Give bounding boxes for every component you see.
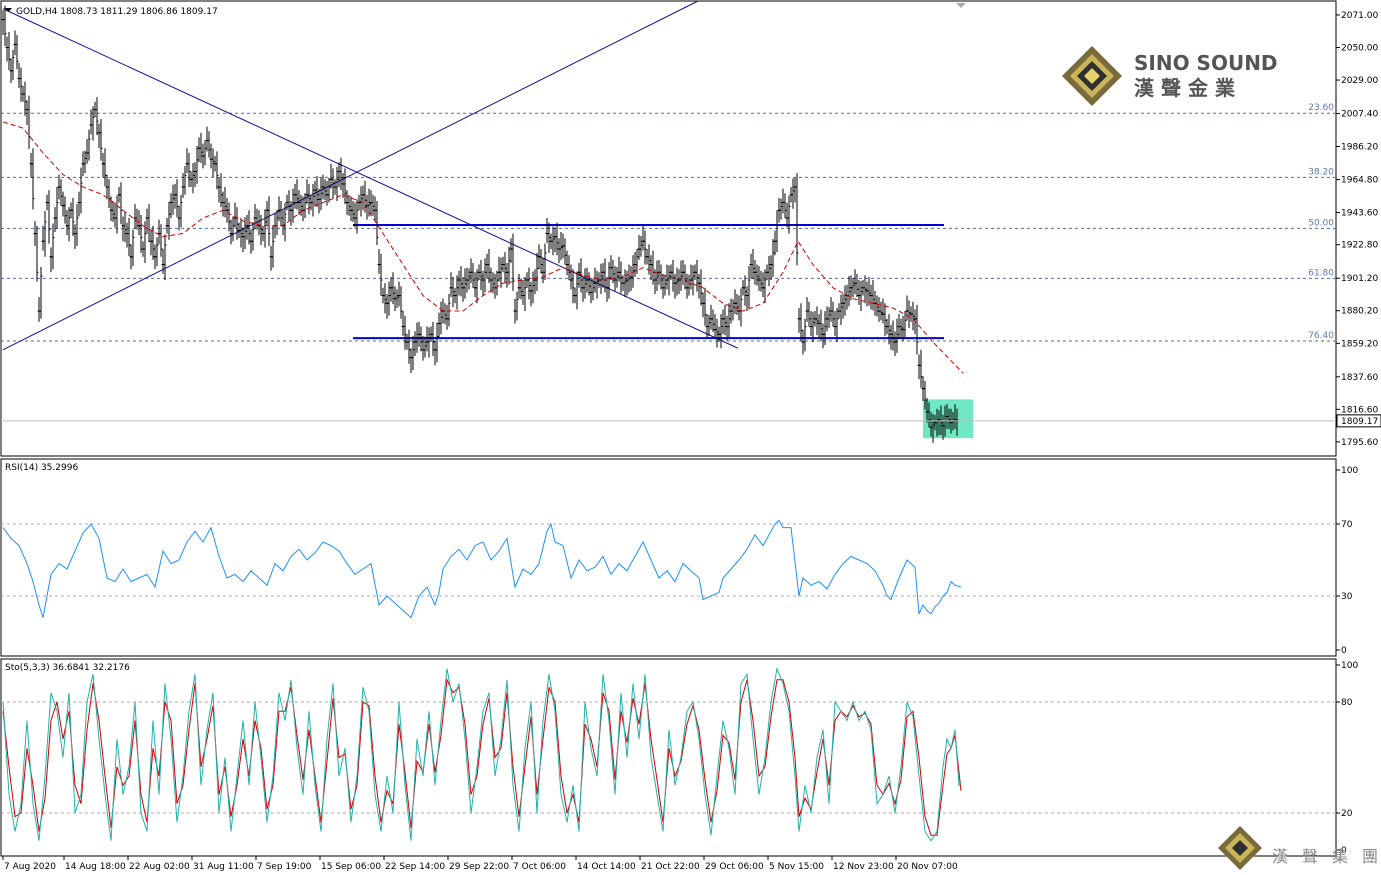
rsi-tick-label: 30 (1341, 592, 1353, 602)
chart-shift-marker-icon[interactable] (956, 3, 966, 8)
price-grid: 23.60 38.20 50.00 61.80 76.40 (1, 103, 1336, 342)
price-tick-label: 2007.40 (1341, 110, 1378, 120)
time-tick-label: 14 Oct 14:00 (577, 862, 636, 872)
rsi-tick-label: 100 (1341, 466, 1358, 476)
price-tick-label: 1816.60 (1341, 405, 1378, 415)
fib-label: 23.60 (1308, 103, 1334, 113)
time-axis: 7 Aug 2020 14 Aug 18:00 22 Aug 02:00 31 Aug… (2, 856, 958, 872)
time-tick-label: 7 Oct 06:00 (513, 862, 566, 872)
rsi-line (2, 519, 962, 619)
rsi-header: RSI(14) 35.2996 (5, 463, 78, 473)
last-price-label: 1809.17 (1341, 417, 1378, 427)
sto-tick-label: 20 (1341, 809, 1353, 819)
time-tick-label: 7 Aug 2020 (4, 862, 56, 872)
time-tick-label: 31 Aug 11:00 (193, 862, 254, 872)
price-tick-label: 2050.00 (1341, 44, 1378, 54)
rsi-panel-frame (0, 458, 1337, 657)
brand-name-cn: 漢聲金業 (1134, 76, 1242, 100)
price-tick-label: 1922.80 (1341, 241, 1378, 251)
fib-label: 61.80 (1308, 268, 1334, 278)
sto-panel-frame (0, 658, 1337, 857)
rsi-tick-label: 0 (1341, 646, 1347, 656)
price-tick-label: 2071.00 (1341, 11, 1378, 21)
price-tick-label: 1880.20 (1341, 307, 1378, 317)
moving-average (2, 121, 964, 374)
price-tick-label: 2029.00 (1341, 76, 1378, 86)
stochastic-panel: 100 80 20 0 (1, 661, 1358, 856)
sto-tick-label: 80 (1341, 698, 1353, 708)
trend-line (2, 8, 739, 349)
price-tick-label: 1859.20 (1341, 339, 1378, 349)
fib-label: 76.40 (1308, 331, 1334, 341)
price-axis: 2071.00 2050.00 2029.00 2007.40 1986.20 1964.… (1, 11, 1381, 448)
time-tick-label: 7 Sep 19:00 (257, 862, 312, 872)
dropdown-arrow-icon[interactable] (5, 8, 12, 12)
trend-lines (2, 0, 739, 351)
time-tick-label: 5 Nov 15:00 (769, 862, 824, 872)
sto-header: Sto(5,3,3) 36.6841 32.2176 (5, 663, 130, 673)
rsi-tick-label: 70 (1341, 520, 1353, 530)
rsi-panel: 100 70 30 0 (1, 466, 1358, 656)
time-tick-label: 14 Aug 18:00 (65, 862, 126, 872)
time-tick-label: 12 Nov 23:00 (833, 862, 894, 872)
price-bars (1, 5, 959, 443)
time-tick-label: 22 Aug 02:00 (129, 862, 190, 872)
footer-brand-cn: 漢聲集團 (1272, 847, 1381, 866)
footer-diamond-icon (1218, 826, 1262, 870)
price-tick-label: 1837.60 (1341, 373, 1378, 383)
support-resistance-lines (353, 224, 944, 340)
footer-logo: 漢聲集團 (1218, 826, 1381, 870)
brand-diamond-icon (1062, 46, 1122, 106)
ma-line (2, 121, 964, 374)
fib-label: 50.00 (1308, 218, 1334, 228)
sto-tick-label: 0 (1341, 846, 1347, 856)
last-price-tag (1336, 414, 1381, 428)
fib-label: 38.20 (1308, 167, 1334, 177)
price-tick-label: 1943.60 (1341, 208, 1378, 218)
price-tick-label: 1901.20 (1341, 274, 1378, 284)
time-tick-label: 20 Nov 07:00 (897, 862, 958, 872)
price-tick-label: 1986.20 (1341, 142, 1378, 152)
trend-line (2, 0, 699, 351)
time-tick-label: 29 Oct 06:00 (705, 862, 764, 872)
sto-tick-label: 100 (1341, 661, 1358, 671)
time-tick-label: 15 Sep 06:00 (321, 862, 381, 872)
time-tick-label: 22 Sep 14:00 (385, 862, 445, 872)
brand-name: SINO SOUND (1134, 51, 1278, 75)
brand-logo: SINO SOUND 漢聲金業 (1062, 46, 1278, 106)
price-tick-label: 1795.60 (1341, 438, 1378, 448)
price-tick-label: 1964.80 (1341, 176, 1378, 186)
sto-main-line (2, 666, 962, 842)
time-tick-label: 29 Sep 22:00 (449, 862, 509, 872)
price-header: GOLD,H4 1808.73 1811.29 1806.86 1809.17 (16, 7, 218, 17)
time-tick-label: 21 Oct 22:00 (641, 862, 700, 872)
